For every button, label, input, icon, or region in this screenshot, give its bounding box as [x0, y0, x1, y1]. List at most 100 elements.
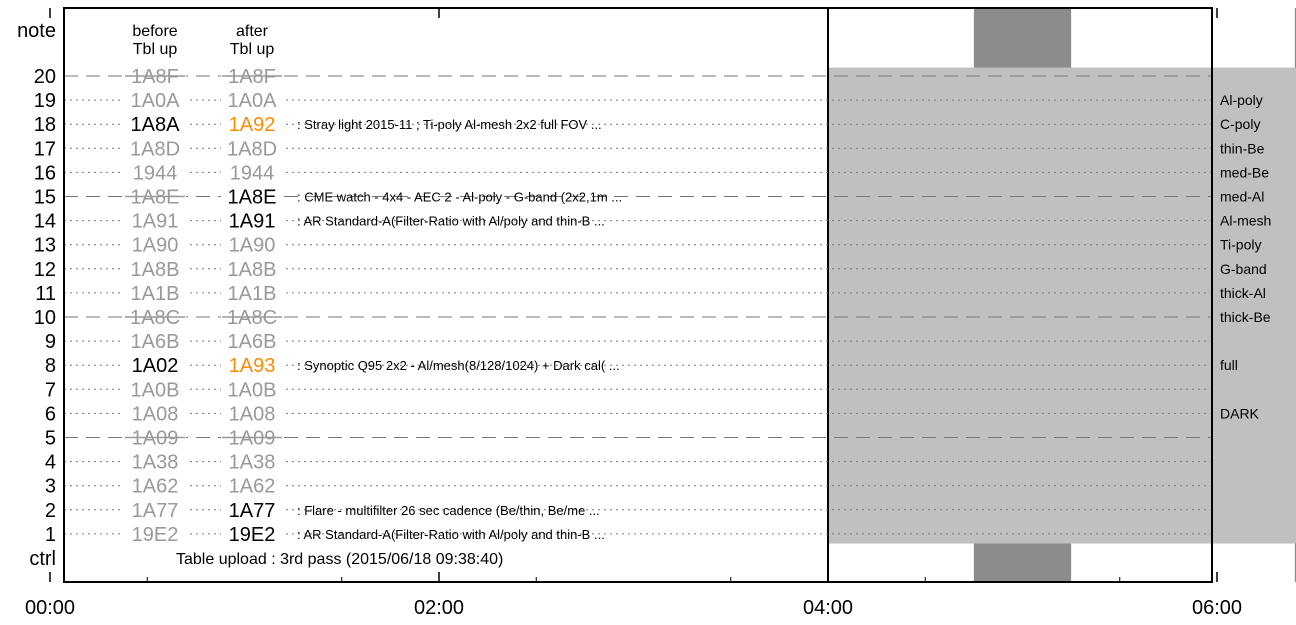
label-bg — [124, 403, 186, 424]
filter-label: thin-Be — [1220, 140, 1265, 156]
filter-label: Al-mesh — [1220, 213, 1271, 229]
label-bg — [221, 475, 283, 496]
table-id-after: 1A09 — [229, 428, 276, 450]
table-id-after: 1A8C — [227, 307, 277, 329]
row-number: 10 — [34, 307, 56, 329]
row-number: 3 — [45, 476, 56, 498]
uploaded-region — [828, 67, 1296, 544]
table-id-after: 1A38 — [229, 452, 276, 474]
label-bg — [124, 90, 186, 111]
table-id-after: 1A08 — [229, 403, 276, 425]
row-number: 5 — [45, 428, 56, 450]
table-id-before: 1A02 — [132, 355, 179, 377]
label-bg — [124, 451, 186, 472]
ctrl-text: Table upload : 3rd pass (2015/06/18 09:3… — [176, 551, 503, 568]
row-number: 4 — [45, 452, 56, 474]
label-bg — [221, 403, 283, 424]
table-id-before: 1A8D — [130, 138, 180, 160]
label-bg — [124, 331, 186, 352]
row-number: 14 — [34, 211, 56, 233]
table-id-before: 1A8A — [131, 114, 181, 136]
filter-label: DARK — [1220, 405, 1260, 421]
filter-label: med-Al — [1220, 189, 1264, 205]
table-id-after: 1A92 — [229, 114, 276, 136]
x-tick-label: 02:00 — [414, 597, 464, 619]
table-id-before: 1A1B — [131, 283, 180, 305]
label-bg — [124, 355, 186, 376]
row-description: : AR Standard-A(Filter-Ratio with Al/pol… — [297, 527, 605, 542]
table-id-before: 1944 — [133, 162, 178, 184]
table-id-before: 19E2 — [132, 524, 179, 546]
row-number: 11 — [35, 283, 56, 305]
row-number: 18 — [34, 114, 56, 136]
label-bg — [124, 114, 186, 135]
table-id-after: 1A8D — [227, 138, 277, 160]
label-bg — [221, 210, 283, 231]
col-before-header: before — [132, 23, 177, 40]
label-bg — [124, 258, 186, 279]
label-bg — [221, 90, 283, 111]
row-number: 7 — [45, 379, 56, 401]
filter-label: thick-Be — [1220, 309, 1271, 325]
x-tick-label: 04:00 — [803, 597, 853, 619]
row-number: 6 — [45, 403, 56, 425]
label-bg — [124, 138, 186, 159]
row-description: : AR Standard-A(Filter-Ratio with Al/pol… — [297, 214, 605, 229]
label-bg — [124, 523, 186, 544]
row-description: : Synoptic Q95 2x2 - Al/mesh(8/128/1024)… — [297, 358, 620, 373]
table-id-before: 1A8B — [131, 259, 180, 281]
label-bg — [221, 186, 283, 207]
col-after-header: after — [236, 23, 269, 40]
table-id-before: 1A09 — [132, 428, 179, 450]
table-id-after: 1A0B — [228, 379, 277, 401]
row-number: 12 — [34, 259, 56, 281]
label-bg — [221, 451, 283, 472]
row-description: : Stray light 2015-11 ; Ti-poly Al-mesh … — [297, 117, 602, 132]
col-before-header: Tbl up — [133, 41, 178, 58]
col-after-header: Tbl up — [230, 41, 275, 58]
table-id-before: 1A0A — [131, 90, 181, 112]
label-bg — [221, 282, 283, 303]
plot-frame — [63, 7, 1213, 583]
row-number: 16 — [34, 162, 56, 184]
table-id-after: 1944 — [230, 162, 275, 184]
filter-label: full — [1220, 357, 1238, 373]
label-bg — [221, 258, 283, 279]
table-id-after: 1A90 — [229, 235, 276, 257]
row-number: 1 — [45, 524, 56, 546]
label-bg — [221, 523, 283, 544]
table-id-before: 1A38 — [132, 452, 179, 474]
label-bg — [124, 234, 186, 255]
table-id-before: 1A8C — [130, 307, 180, 329]
label-bg — [221, 138, 283, 159]
label-bg — [124, 282, 186, 303]
row-number: 17 — [34, 138, 56, 160]
label-bg — [221, 379, 283, 400]
filter-label: G-band — [1220, 261, 1267, 277]
table-id-after: 1A77 — [229, 500, 276, 522]
row-number: 13 — [34, 235, 56, 257]
table-id-before: 1A8F — [131, 66, 179, 88]
label-bg — [124, 162, 186, 183]
table-id-after: 1A6B — [228, 331, 277, 353]
table-id-after: 1A62 — [229, 476, 276, 498]
table-id-after: 1A91 — [229, 211, 276, 233]
row-number: 19 — [34, 90, 56, 112]
ctrl-label: ctrl — [29, 548, 56, 570]
row-description: : Flare - multifilter 26 sec cadence (Be… — [297, 503, 600, 518]
label-bg — [221, 355, 283, 376]
table-id-after: 1A0A — [228, 90, 278, 112]
table-id-after: 19E2 — [229, 524, 276, 546]
label-bg — [124, 379, 186, 400]
x-tick-label: 00:00 — [25, 597, 75, 619]
table-id-before: 1A90 — [132, 235, 179, 257]
label-bg — [124, 499, 186, 520]
y-header: note — [17, 20, 56, 42]
filter-label: C-poly — [1220, 116, 1260, 132]
label-bg — [221, 499, 283, 520]
table-id-before: 1A91 — [132, 211, 179, 233]
row-number: 2 — [45, 500, 56, 522]
row-number: 8 — [45, 355, 56, 377]
table-id-after: 1A8E — [228, 187, 277, 209]
